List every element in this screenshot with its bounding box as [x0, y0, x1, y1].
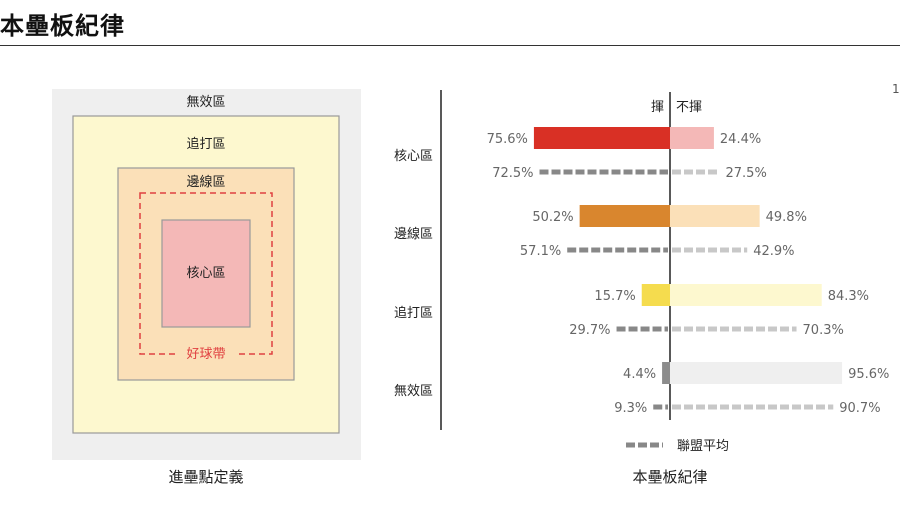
league-swing-label: 9.3%: [614, 401, 647, 416]
league-take-label: 90.7%: [839, 401, 880, 416]
legend-league-label: 聯盟平均: [677, 439, 729, 454]
edge-zone-label: 邊線區: [186, 174, 225, 190]
swing-bar: [579, 205, 670, 227]
swing-bar: [641, 284, 670, 306]
league-swing-label: 29.7%: [569, 323, 610, 338]
corner-mark: 1: [892, 82, 900, 96]
swing-value-label: 4.4%: [623, 367, 656, 382]
zone-diagram-caption: 進壘點定義: [168, 468, 243, 486]
strike-zone-label-bg: [177, 343, 235, 363]
chase-zone-label: 追打區: [186, 136, 225, 152]
take-value-label: 24.4%: [720, 132, 761, 147]
swing-header: 揮: [651, 100, 664, 115]
category-label: 追打區: [394, 305, 433, 321]
strike-zone-label: 好球帶: [186, 347, 225, 362]
swing-bar: [662, 362, 670, 384]
heart-zone-label: 核心區: [186, 266, 225, 281]
swing-value-label: 75.6%: [487, 132, 528, 147]
take-bar: [670, 362, 843, 384]
title-divider: [0, 45, 900, 46]
league-take-label: 27.5%: [726, 166, 767, 181]
take-value-label: 95.6%: [848, 367, 889, 382]
heart-zone-rect: [161, 219, 251, 328]
swing-value-label: 15.7%: [594, 289, 635, 304]
swing-bar: [533, 127, 670, 149]
league-swing-label: 57.1%: [520, 244, 561, 259]
league-swing-label: 72.5%: [492, 166, 533, 181]
league-take-label: 70.3%: [803, 323, 844, 338]
take-bar: [670, 284, 822, 306]
take-value-label: 84.3%: [828, 289, 869, 304]
take-bar: [670, 127, 714, 149]
category-label: 邊線區: [394, 226, 433, 242]
swing-value-label: 50.2%: [532, 210, 573, 225]
league-take-label: 42.9%: [753, 244, 794, 259]
category-label: 核心區: [394, 149, 433, 164]
plate-discipline-chart: 揮 不揮 核心區 75.6% 24.4% 72.5% 27.5% 邊線區 50.2% 49.8…: [394, 90, 889, 486]
take-value-label: 49.8%: [766, 210, 807, 225]
page-title: 本壘板紀律: [0, 12, 125, 40]
take-header: 不揮: [676, 100, 702, 115]
zone-diagram: 無效區 追打區 邊線區 核心區 好球帶 進壘點定義: [52, 89, 361, 486]
category-label: 無效區: [394, 384, 433, 399]
take-bar: [670, 205, 760, 227]
chart-caption: 本壘板紀律: [632, 468, 707, 486]
outer-zone-label: 無效區: [186, 95, 225, 110]
strike-zone-outline: [139, 192, 273, 355]
